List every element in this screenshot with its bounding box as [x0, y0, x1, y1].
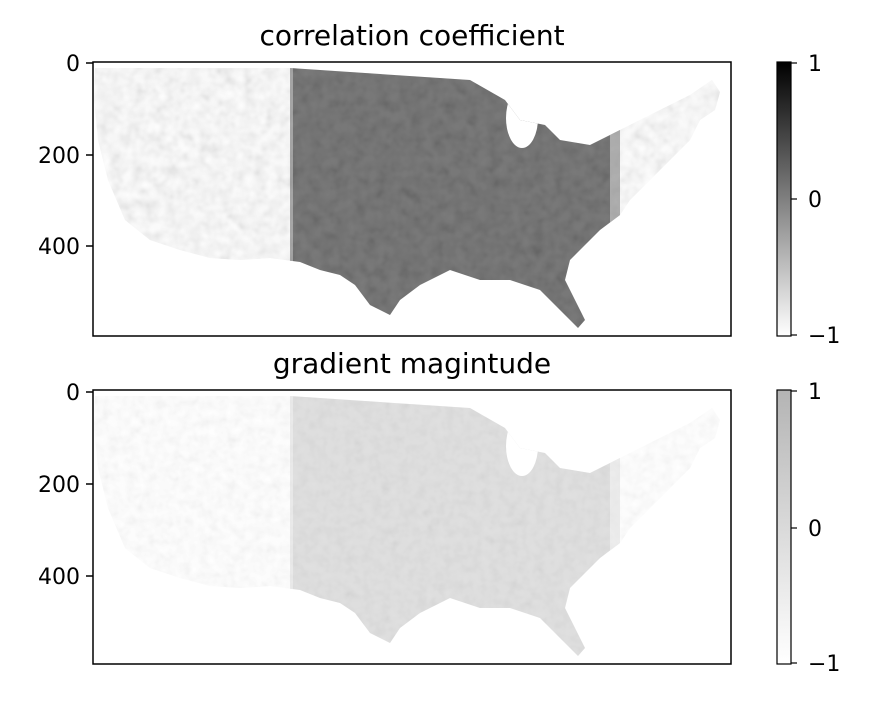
- panel-correlation: correlation coefficient 0 200 400 1 0 −1: [38, 19, 840, 349]
- colorbar-tick-label: 0: [808, 517, 822, 542]
- colorbar-correlation: 1 0 −1: [776, 52, 840, 349]
- colorbar-tick-label: −1: [808, 652, 840, 677]
- title-gradient: gradient magintude: [273, 347, 551, 380]
- ytick-label: 400: [38, 235, 80, 260]
- ytick-label: 0: [66, 381, 80, 406]
- axes-frame-gradient: [92, 389, 732, 665]
- axes-frame-correlation: [92, 61, 732, 337]
- colorbar-tick-label: −1: [808, 324, 840, 349]
- colorbar-tick-label: 0: [808, 188, 822, 213]
- heatmap-correlation: [94, 68, 720, 328]
- colorbar-tick-label: 1: [808, 52, 822, 77]
- panel-gradient: gradient magintude 0 200 400 1 0 −1: [38, 347, 840, 677]
- ytick-label: 0: [66, 52, 80, 77]
- heatmap-gradient: [94, 396, 720, 656]
- title-correlation: correlation coefficient: [259, 19, 564, 52]
- yticks-gradient: 0 200 400: [38, 381, 93, 590]
- ytick-label: 200: [38, 144, 80, 169]
- ytick-label: 200: [38, 473, 80, 498]
- colorbar-tick-label: 1: [808, 380, 822, 405]
- yticks-correlation: 0 200 400: [38, 52, 93, 260]
- ytick-label: 400: [38, 565, 80, 590]
- colorbar-gradient: 1 0 −1: [776, 380, 840, 677]
